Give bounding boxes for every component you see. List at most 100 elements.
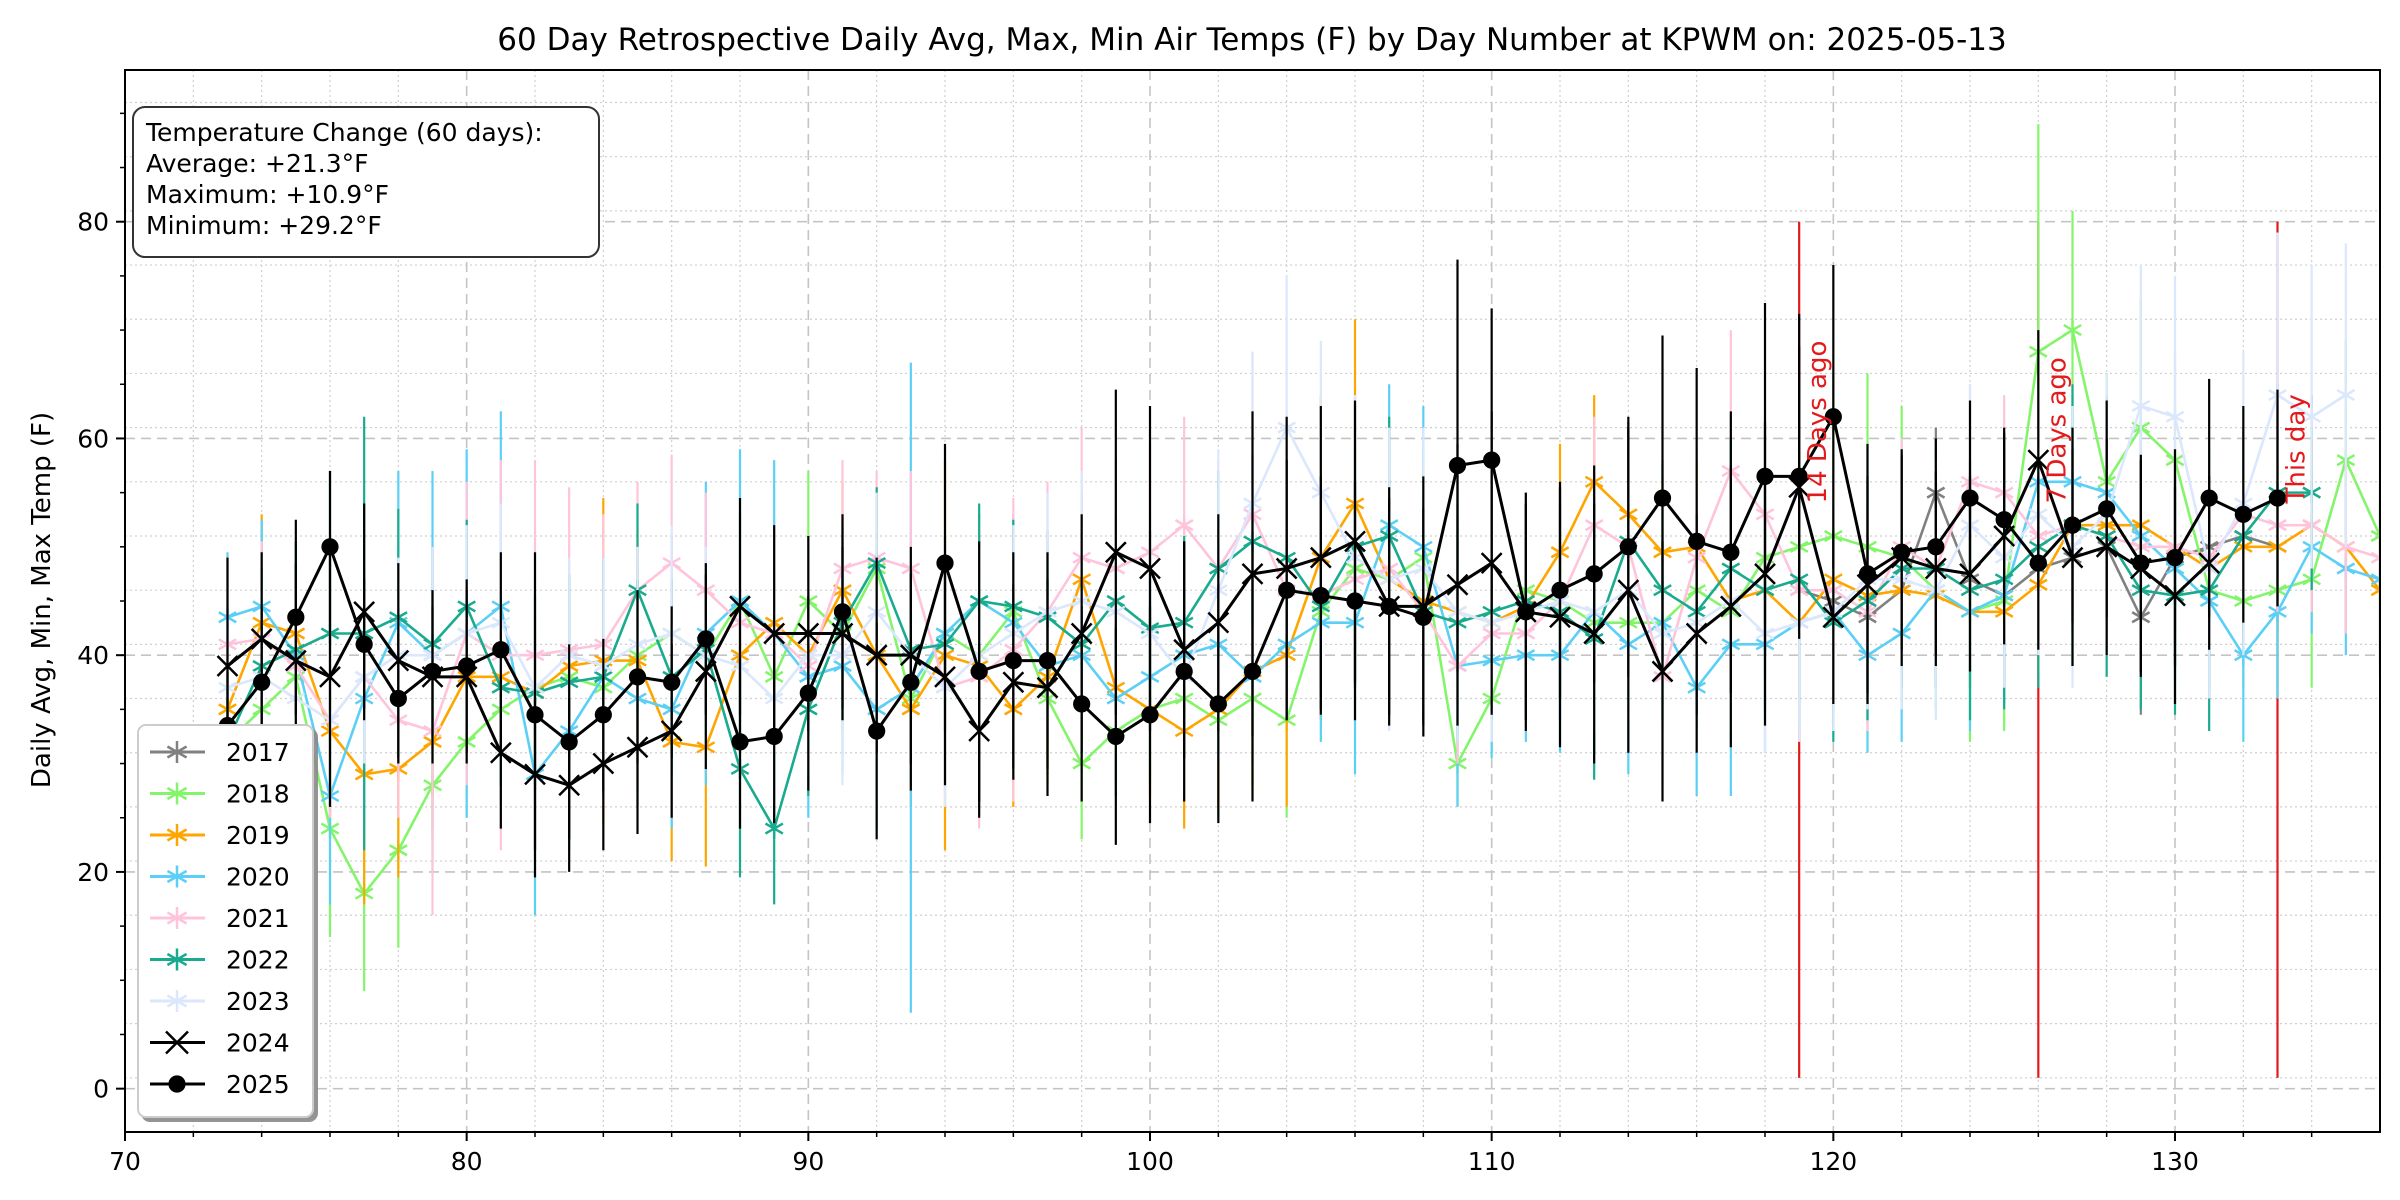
legend-label: 2019: [226, 821, 290, 850]
data-point: [2370, 569, 2380, 590]
legend-label: 2024: [226, 1029, 290, 1058]
data-point: [697, 630, 715, 648]
series-line: [227, 480, 2380, 798]
data-point: [1104, 541, 1127, 564]
data-point: [729, 595, 751, 618]
data-point: [253, 673, 271, 691]
data-point: [1585, 565, 1603, 583]
data-point: [868, 722, 886, 740]
data-point: [1722, 543, 1740, 561]
legend-label: 2018: [226, 780, 290, 809]
x-tick-label: 100: [1126, 1147, 1174, 1176]
data-point: [355, 635, 373, 653]
legend-item: 2018: [150, 780, 290, 809]
legend-swatch-marker: [166, 782, 188, 805]
legend-item: 2025: [150, 1070, 290, 1099]
data-point: [2370, 525, 2380, 546]
legend-label: 2022: [226, 946, 290, 975]
legend-item: 2017: [150, 738, 290, 767]
data-point: [2302, 406, 2321, 427]
data-point: [2063, 516, 2082, 534]
x-tick-label: 120: [1809, 1147, 1857, 1176]
data-point: [1141, 706, 1159, 724]
legend-item: 2024: [150, 1029, 290, 1058]
legend-frame: [137, 724, 314, 1118]
data-point: [489, 741, 512, 764]
data-point: [2234, 505, 2252, 523]
legend-item: 2022: [150, 946, 290, 975]
data-point: [526, 706, 544, 724]
legend: 2017 2018 2019 2020 2021 2022 2023 2024 2025: [137, 724, 314, 1118]
series-layer: [216, 124, 2380, 1013]
data-point: [1858, 565, 1877, 583]
data-point: [833, 603, 852, 621]
data-point: [2200, 489, 2218, 507]
data-point: [2131, 395, 2151, 416]
legend-swatch-marker: [166, 948, 188, 971]
series-line: [226, 480, 2380, 776]
legend-swatch-marker: [166, 824, 188, 846]
data-point: [321, 538, 339, 556]
data-point: [594, 706, 612, 724]
data-point: [1517, 603, 1535, 621]
data-point: [1380, 597, 1398, 616]
data-point: [2165, 406, 2185, 427]
data-point: [731, 733, 749, 751]
y-tick-label: 20: [77, 858, 109, 887]
data-point: [1139, 557, 1161, 580]
data-point: [1756, 467, 1774, 485]
data-point: [1346, 592, 1364, 610]
data-point: [1243, 662, 1262, 681]
data-point: [2029, 554, 2047, 572]
data-point: [1822, 606, 1845, 629]
chart-title: 60 Day Retrospective Daily Avg, Max, Min…: [497, 22, 2006, 58]
x-tick-label: 90: [792, 1147, 824, 1176]
data-point: [902, 673, 920, 691]
data-point: [423, 662, 442, 681]
axis-ticks: 70 80 90 100 110 120 130 0 20 40 60 80: [77, 112, 2313, 1176]
series-2025: [218, 259, 2287, 878]
reference-label: 7 Days ago: [2042, 357, 2072, 503]
data-point: [1312, 586, 1330, 605]
legend-item: 2019: [150, 821, 290, 850]
data-point: [2336, 385, 2356, 406]
data-point: [2063, 320, 2082, 341]
y-axis-label: Daily Avg, Min, Max Temp (F): [27, 412, 57, 788]
x-tick-label: 110: [1468, 1147, 1516, 1176]
data-point: [1073, 695, 1091, 713]
data-point: [1107, 727, 1125, 746]
data-point: [663, 673, 681, 691]
x-tick-label: 80: [451, 1147, 483, 1176]
data-point: [765, 727, 783, 746]
data-point: [1483, 451, 1501, 469]
data-point: [560, 733, 578, 751]
reference-labels: 14 Days ago 7 Days ago This day: [1803, 341, 2311, 505]
data-point: [1688, 532, 1706, 550]
legend-swatch-marker: [168, 1075, 186, 1093]
data-point: [2132, 554, 2150, 572]
x-tick-label: 70: [109, 1147, 141, 1176]
data-point: [2370, 547, 2380, 568]
info-box-line: Average: +21.3°F: [146, 149, 369, 178]
data-point: [1651, 660, 1674, 683]
legend-swatch-marker: [166, 990, 188, 1012]
data-point: [216, 655, 239, 677]
legend-item: 2023: [150, 987, 290, 1016]
data-point: [628, 668, 647, 686]
info-box: Temperature Change (60 days): Average: +…: [132, 106, 600, 258]
data-point: [1653, 489, 1672, 507]
data-point: [319, 665, 341, 688]
data-point: [1174, 515, 1194, 536]
info-box-line: Temperature Change (60 days):: [145, 118, 543, 147]
data-point: [1448, 456, 1467, 475]
data-point: [1927, 538, 1945, 556]
data-point: [799, 684, 817, 702]
reference-label: This day: [2282, 394, 2312, 504]
legend-swatch-marker: [166, 741, 188, 763]
data-point: [1824, 408, 1842, 426]
reference-label: 14 Days ago: [1803, 341, 1833, 504]
data-point: [1278, 581, 1296, 599]
data-point: [1790, 467, 1808, 485]
data-point: [389, 689, 407, 708]
legend-label: 2020: [226, 863, 290, 892]
